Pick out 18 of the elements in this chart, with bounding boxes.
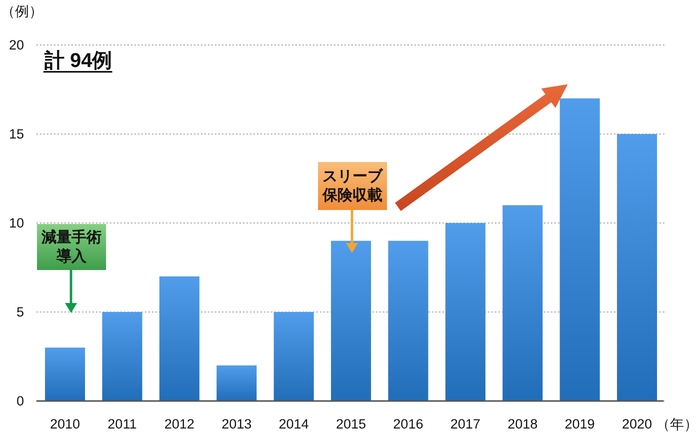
- x-tick-label: 2014: [278, 416, 310, 432]
- x-tick-label: 2019: [564, 416, 595, 432]
- x-tick-label: 2016: [393, 416, 424, 432]
- x-tick-label: 2018: [508, 416, 538, 432]
- x-tick-label: 2011: [108, 416, 137, 432]
- x-axis-title: （年）: [656, 416, 698, 432]
- y-tick-label: 10: [8, 216, 24, 230]
- x-tick-label: 2010: [50, 416, 80, 432]
- y-tick-label: 20: [8, 38, 24, 52]
- y-tick-label: 5: [16, 304, 24, 320]
- y-tick-label: 0: [16, 394, 24, 408]
- x-tick-label: 2017: [450, 416, 480, 432]
- y-axis-title: （例）: [1, 3, 43, 19]
- x-tick-label: 2013: [222, 416, 252, 432]
- x-tick-label: 2012: [164, 416, 194, 432]
- x-tick-label: 2015: [336, 416, 366, 432]
- x-tick-label: 2020: [622, 416, 652, 432]
- y-tick-label: 15: [8, 126, 24, 142]
